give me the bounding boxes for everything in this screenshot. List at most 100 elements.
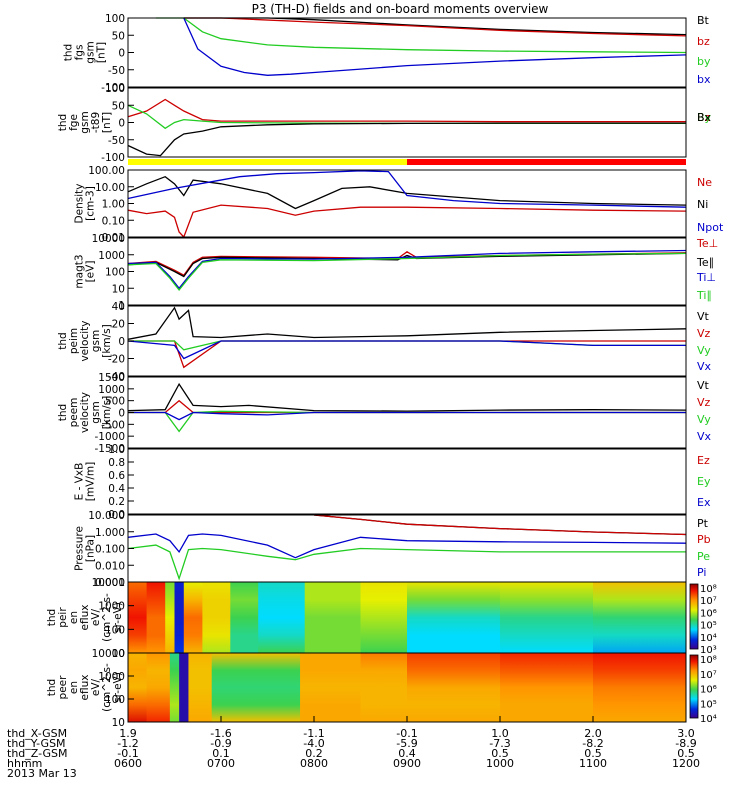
spectrogram-band: [500, 582, 594, 653]
legend-entry: Te⊥: [696, 237, 718, 250]
spectrogram-band: [202, 582, 231, 653]
spectrogram-band: [188, 653, 213, 722]
ephemeris-value: 2.0: [584, 727, 602, 740]
legend-entry: Ti∥: [696, 289, 712, 302]
y-axis-label: thd: [57, 404, 69, 421]
y-tick-label: -100: [101, 82, 125, 94]
panel-frame: [127, 237, 687, 306]
colorbar-tick-label: 10⁵: [700, 621, 717, 632]
series-vy-line: [128, 410, 686, 433]
colorbar-tick-label: 10⁸: [700, 655, 717, 666]
legend-entry: Bx: [697, 111, 712, 124]
y-tick-label: 1.000: [95, 527, 125, 539]
series-ne-line: [127, 204, 687, 239]
y-tick-label: -1000: [94, 431, 125, 443]
y-axis-label: eV/: [90, 608, 102, 626]
series-bx-line: [183, 17, 687, 76]
ephemeris-value: -8.2: [582, 737, 603, 750]
y-tick-label: 50: [112, 30, 125, 42]
ephemeris-value: -0.9: [210, 737, 231, 750]
y-tick-label: 100: [105, 13, 125, 25]
spectrogram-band: [407, 653, 501, 722]
y-tick-label: 100: [105, 83, 125, 95]
y-axis-label: [nT]: [101, 112, 113, 133]
ephemeris-value: -7.3: [489, 737, 510, 750]
colorbar: [689, 583, 699, 650]
legend-entry: Vz: [697, 396, 711, 409]
y-tick-label: 0.10: [102, 215, 125, 227]
legend-entry: Ne: [697, 176, 712, 189]
spectrogram-band: [128, 653, 148, 722]
ephemeris-value: 0.5: [491, 747, 509, 760]
ephemeris-value: 0900: [393, 757, 421, 770]
ephemeris-value: 0700: [207, 757, 235, 770]
y-tick-label: 0: [118, 336, 125, 348]
y-tick-label: -500: [101, 419, 125, 431]
y-axis-label: en: [68, 611, 80, 624]
y-tick-label: 0.8: [108, 457, 125, 469]
ephemeris-value: 1.0: [491, 727, 509, 740]
y-axis-label: peir: [57, 607, 69, 628]
legend-entry: Ey: [697, 475, 711, 488]
y-tick-label: 1000: [98, 671, 125, 683]
y-tick-label: -1500: [94, 443, 125, 455]
y-tick-label: 0.100: [95, 544, 125, 556]
y-tick-label: 1.0: [108, 444, 125, 456]
y-tick-label: 1.00: [102, 199, 125, 211]
ephemeris-label: thd_Z-GSM: [7, 747, 67, 760]
y-axis-label: peer: [57, 675, 69, 700]
y-axis-label: [cm-3]: [85, 186, 97, 221]
y-tick-label: 40: [112, 301, 125, 313]
legend-entry: Pe: [697, 550, 710, 563]
series-vt-line: [127, 306, 687, 340]
y-tick-label: 1500: [98, 372, 125, 384]
ephemeris-value: 0.1: [212, 747, 230, 760]
spectrogram-band: [360, 653, 408, 722]
y-tick-label: 0: [118, 118, 125, 130]
y-tick-label: 0.010: [95, 560, 125, 572]
y-axis-label: [km/s]: [101, 324, 113, 358]
spectrogram-band: [165, 582, 175, 653]
y-axis-label: gsm: [85, 41, 97, 63]
y-tick-label: 0.0: [108, 509, 125, 521]
y-tick-label: -50: [108, 135, 125, 147]
series-vx-line: [127, 340, 686, 360]
spectrogram-band: [128, 582, 148, 653]
series-ti⊥-line: [127, 249, 687, 290]
y-axis-label: sr-eV): [112, 672, 124, 703]
y-axis-label: [nPa]: [85, 535, 97, 562]
legend-entry: bz: [697, 35, 710, 48]
series-vx-line: [128, 411, 686, 421]
y-axis-label: E - VxB: [74, 463, 86, 501]
legend-entry: Te∥: [696, 256, 714, 269]
y-axis-label: [eV]: [85, 261, 97, 283]
ephemeris-value: -5.9: [396, 737, 417, 750]
ephemeris-value: -1.1: [303, 727, 324, 740]
ephemeris-value: 3.0: [677, 727, 695, 740]
y-tick-label: 0: [118, 408, 125, 420]
legend-entry: Vx: [697, 430, 712, 443]
panel-frame: [127, 448, 687, 515]
ephemeris-value: 1000: [486, 757, 514, 770]
status-bar-segment: [407, 159, 686, 165]
y-tick-label: 10000: [92, 577, 125, 589]
y-axis-label: [mV/m]: [85, 462, 97, 501]
y-axis-label: peim: [68, 328, 80, 354]
y-axis-label: fge: [68, 114, 80, 131]
y-tick-label: 10000: [92, 648, 125, 660]
y-axis-label: (cm^2-s-: [101, 593, 113, 642]
colorbar-tick-label: 10⁵: [700, 699, 717, 710]
series-te∥-line: [127, 252, 687, 278]
y-tick-label: 100: [105, 694, 125, 706]
colorbar-tick-label: 10⁶: [700, 608, 717, 619]
series-pi-line: [127, 533, 687, 559]
y-tick-label: 1000: [98, 384, 125, 396]
series-by-line: [155, 17, 687, 54]
ephemeris-value: 1200: [672, 757, 700, 770]
spectrogram-band: [593, 582, 687, 653]
spectrogram-band: [183, 582, 203, 653]
y-tick-label: 0.2: [108, 496, 125, 508]
y-axis-label: sr-eV): [112, 602, 124, 633]
legend-entry: by: [697, 55, 711, 68]
